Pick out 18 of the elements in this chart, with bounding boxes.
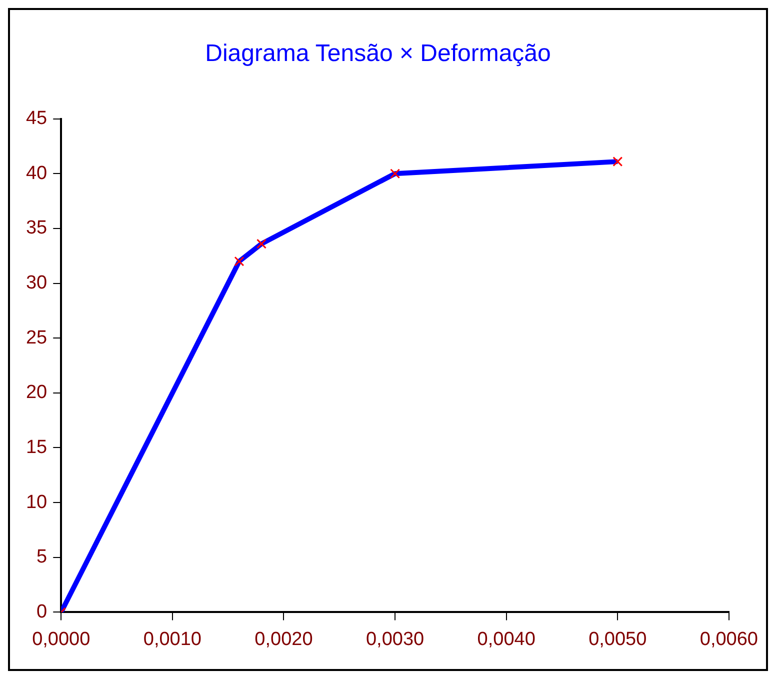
y-tick-label: 20 (26, 382, 48, 404)
x-tick-label: 0,0000 (32, 628, 90, 650)
y-tick-label: 0 (36, 601, 48, 622)
y-tick-label: 25 (26, 327, 48, 348)
x-tick-label: 0,0050 (588, 628, 647, 650)
y-tick-label: 5 (36, 546, 48, 568)
y-tick-label: 35 (26, 218, 48, 239)
y-tick-label: 10 (26, 492, 48, 513)
y-tick-label: 30 (26, 272, 48, 294)
y-tick-label: 15 (26, 436, 48, 458)
chart-title: Diagrama Tensão × Deformação (205, 40, 551, 68)
y-tick-label: 40 (26, 162, 48, 184)
x-tick-label: 0,0060 (700, 628, 758, 650)
y-tick-label: 45 (26, 108, 48, 130)
x-tick-label: 0,0040 (477, 628, 536, 650)
x-tick-label: 0,0030 (366, 628, 424, 650)
x-tick-label: 0,0020 (254, 628, 313, 650)
x-tick-label: 0,0010 (143, 628, 202, 650)
